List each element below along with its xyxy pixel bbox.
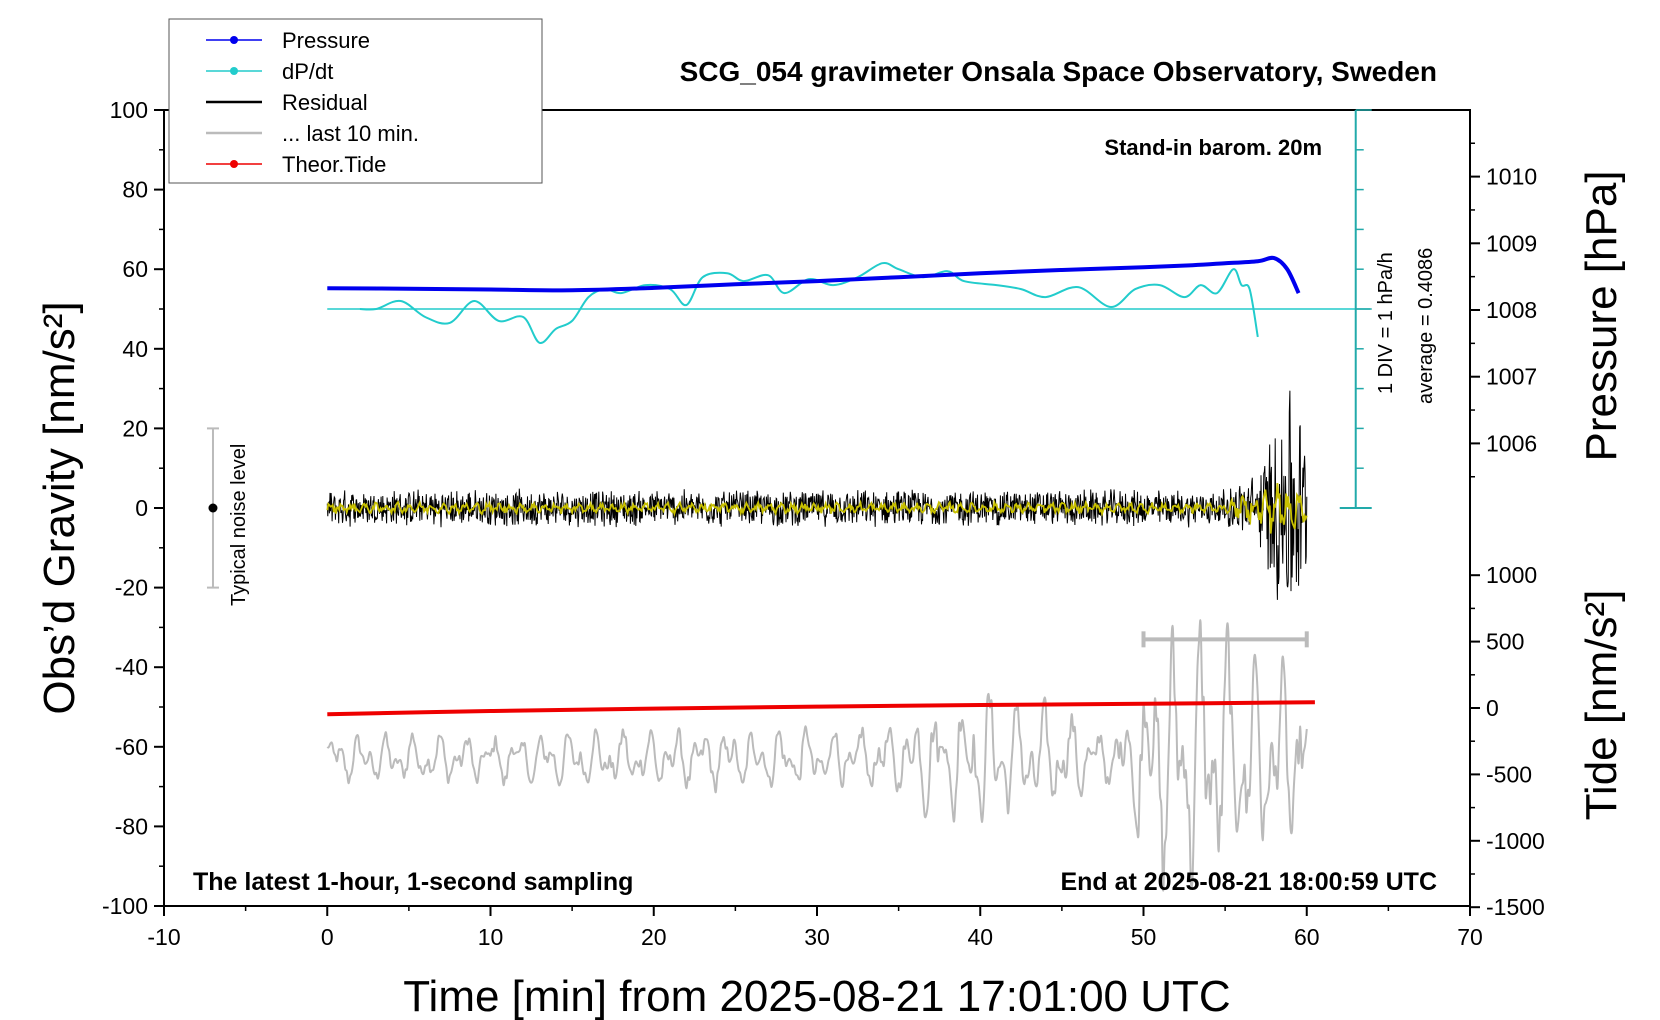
noise-bar: [206, 427, 219, 589]
x-tick-label: 70: [1457, 924, 1483, 950]
tide-series: [327, 700, 1315, 717]
average-label: average = 0.4086: [1415, 248, 1437, 404]
legend-swatch-dot: [230, 160, 238, 168]
pressure-tick-label: 1009: [1486, 230, 1537, 256]
legend-label: Residual: [282, 90, 368, 115]
y-axis-tide: -1500 -1000 -500 0 500 1000: [1470, 562, 1545, 920]
tide-line: [327, 700, 1315, 717]
y-axis-title-pressure: Pressure [hPa]: [1577, 170, 1626, 461]
x-tick-label: 30: [804, 924, 830, 950]
y-tick-label: 0: [135, 495, 148, 521]
y-tick-label: 100: [110, 97, 148, 123]
x-tick-label: 50: [1131, 924, 1157, 950]
y-tick-label: 20: [122, 415, 148, 441]
x-tick-label: 40: [967, 924, 993, 950]
y-axis-left: -100 -80 -60 -40 -20 0 20 40 60 80 100: [102, 97, 164, 919]
noise-label: Typical noise level: [228, 444, 250, 606]
x-tick-label: -10: [147, 924, 180, 950]
y-tick-label: -80: [115, 813, 148, 839]
tide-tick-label: 0: [1486, 695, 1499, 721]
bottom-right-note: End at 2025-08-21 18:00:59 UTC: [1060, 868, 1437, 896]
y-axis-title-tide: Tide [nm/s²]: [1577, 590, 1626, 821]
barometer-note: Stand-in barom. 20m: [1104, 135, 1322, 160]
last10-series: [326, 619, 1308, 892]
y-tick-label: -60: [115, 734, 148, 760]
residual-line: [326, 390, 1308, 600]
residual-series: [326, 390, 1308, 600]
legend-label: Pressure: [282, 28, 370, 53]
legend-label: Theor.Tide: [282, 152, 386, 177]
pressure-tick-label: 1008: [1486, 297, 1537, 323]
last10-bracket: [1141, 631, 1309, 648]
y-tick-label: -100: [102, 893, 148, 919]
y-axis-pressure: 1006 1007 1008 1009 1010: [1470, 142, 1537, 478]
x-axis-title: Time [min] from 2025-08-21 17:01:00 UTC: [403, 972, 1230, 1020]
y-tick-label: 60: [122, 256, 148, 282]
x-tick-label: 10: [478, 924, 504, 950]
dpdt-series: [327, 261, 1370, 344]
legend-swatch-dot: [230, 67, 238, 75]
legend-label: dP/dt: [282, 59, 333, 84]
div-label: 1 DIV = 1 hPa/h: [1375, 252, 1397, 394]
noise-bar-center-dot: [208, 503, 218, 513]
pressure-tick-label: 1006: [1486, 430, 1537, 456]
x-tick-label: 0: [321, 924, 334, 950]
tide-tick-label: 500: [1486, 629, 1524, 655]
pressure-series: [327, 255, 1301, 294]
x-tick-label: 60: [1294, 924, 1320, 950]
pressure-line: [327, 255, 1301, 294]
residual-smooth-line: [326, 483, 1308, 534]
dpdt-line: [359, 261, 1259, 344]
dpdt-scale-ruler: [1339, 109, 1372, 509]
legend-swatch-dot: [230, 36, 238, 44]
bottom-left-note: The latest 1-hour, 1-second sampling: [193, 868, 633, 896]
legend: Pressure dP/dt Residual ... last 10 min. The…: [168, 18, 543, 184]
legend-label: ... last 10 min.: [282, 121, 419, 146]
tide-tick-label: -1000: [1486, 828, 1545, 854]
tide-tick-label: 1000: [1486, 562, 1537, 588]
pressure-tick-label: 1007: [1486, 364, 1537, 390]
pressure-tick-label: 1010: [1486, 164, 1537, 190]
y-tick-label: 40: [122, 336, 148, 362]
y-tick-label: -20: [115, 575, 148, 601]
y-tick-label: -40: [115, 654, 148, 680]
tide-tick-label: -500: [1486, 761, 1532, 787]
last10-line: [326, 619, 1308, 892]
tide-tick-label: -1500: [1486, 894, 1545, 920]
y-tick-label: 80: [122, 177, 148, 203]
chart-title: SCG_054 gravimeter Onsala Space Observat…: [680, 56, 1437, 87]
x-axis: -10 0 10 20 30 40 50 60 70: [147, 906, 1483, 950]
x-tick-label: 20: [641, 924, 667, 950]
residual-smooth-series: [326, 483, 1308, 534]
y-axis-title-left: Obs’d Gravity [nm/s²]: [35, 301, 84, 714]
